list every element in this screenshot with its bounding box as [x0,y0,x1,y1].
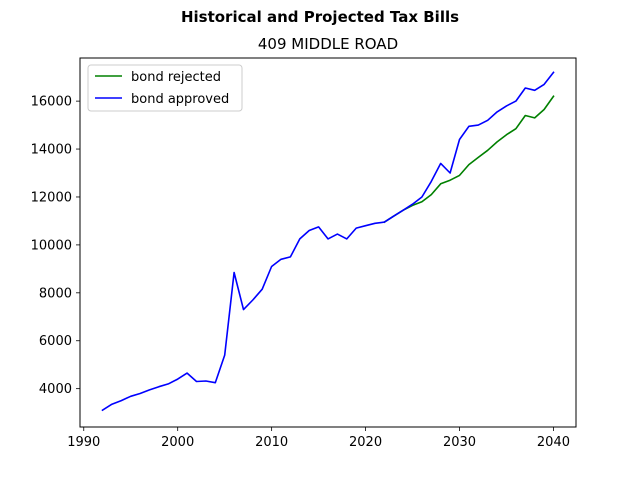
plot-frame [79,57,577,428]
legend: bond rejected bond approved [87,64,243,112]
x-tick-label: 2040 [537,435,570,450]
x-tick-label: 2020 [349,435,382,450]
series-line-bond-approved [101,71,555,412]
legend-label-bond-rejected: bond rejected [131,70,221,85]
y-tick-label: 16000 [31,95,72,110]
y-axis-ticks: 4000 6000 8000 10000 12000 14000 16000 [31,95,80,397]
y-tick-label: 4000 [39,382,72,397]
y-tick-label: 8000 [39,286,72,301]
plot-series [101,71,555,412]
legend-box [87,64,243,112]
series-line-bond-rejected [383,95,555,224]
y-tick-label: 12000 [31,190,72,205]
x-tick-label: 2010 [255,435,288,450]
y-tick-label: 10000 [31,238,72,253]
x-axis-ticks: 1990 2000 2010 2020 2030 2040 [67,427,570,450]
chart-subtitle: 409 MIDDLE ROAD [258,35,398,53]
x-tick-label: 2000 [161,435,194,450]
y-tick-label: 6000 [39,334,72,349]
chart-title: Historical and Projected Tax Bills [181,8,459,26]
x-tick-label: 2030 [443,435,476,450]
y-tick-label: 14000 [31,143,72,158]
x-tick-label: 1990 [67,435,100,450]
legend-label-bond-approved: bond approved [131,92,229,107]
